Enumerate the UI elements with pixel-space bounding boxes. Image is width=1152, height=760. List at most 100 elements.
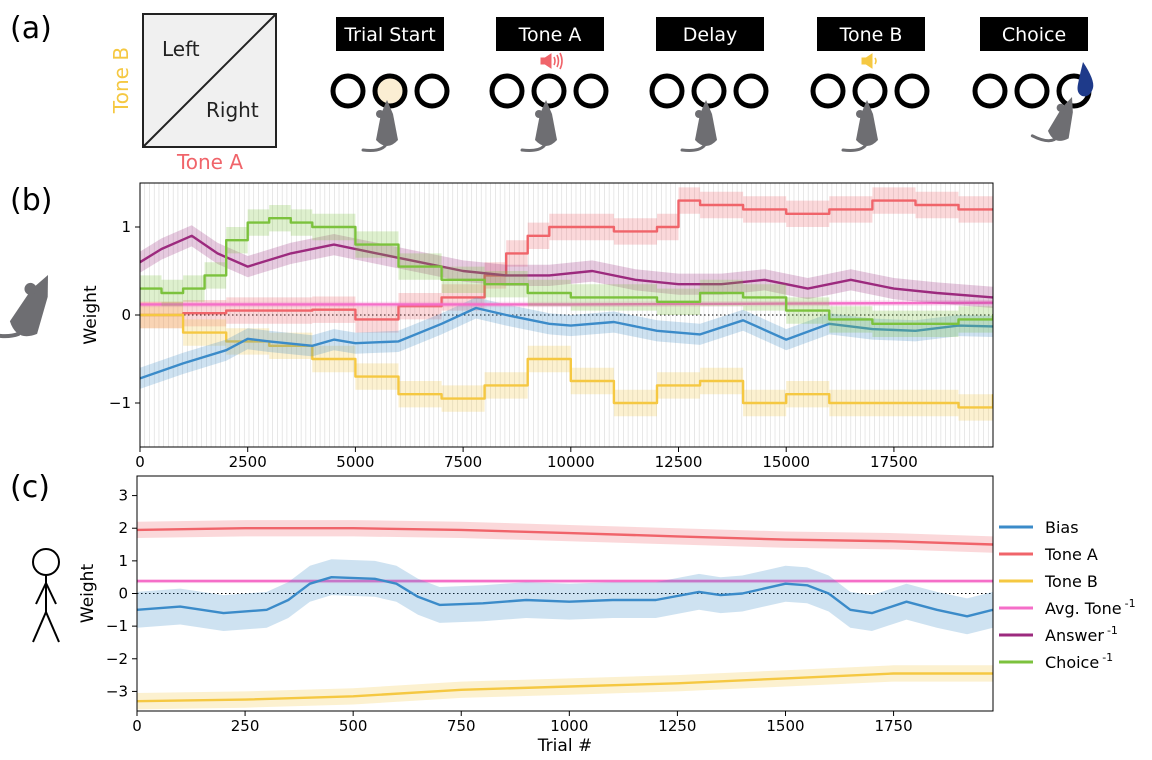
x-tick-label: 1750 [874, 717, 912, 735]
stage-tone-b: Tone B [810, 17, 930, 152]
quadrant-upper-label: Left [162, 37, 200, 61]
series-band-choice [140, 205, 993, 337]
series-band-bias [137, 559, 993, 635]
y-tick-label: 3 [118, 487, 128, 505]
x-tick-label: 5000 [336, 453, 374, 471]
port-left [330, 73, 366, 109]
series-band-answer [140, 225, 993, 308]
quadrant-x-axis-label: Tone A [176, 150, 243, 174]
y-axis-label: Weight [78, 564, 98, 624]
x-tick-label: 1500 [766, 717, 804, 735]
stage-delay: Delay [649, 17, 769, 152]
legend: Bias Tone A Tone B Avg. Tone -1 Answer -1 Choic… [999, 518, 1136, 672]
rat-icon [680, 100, 717, 152]
port-center [531, 73, 567, 109]
port-right [573, 73, 609, 109]
y-tick-label: 0 [118, 585, 128, 603]
series-band-bias [140, 297, 993, 389]
legend-label-superscript: -1 [1125, 597, 1136, 610]
stage-choice: Choice [972, 17, 1094, 143]
port-center-lit [372, 73, 408, 109]
legend-label-superscript: -1 [1107, 624, 1118, 637]
x-tick-label: 1250 [658, 717, 696, 735]
quadrant-y-axis-label: Tone B [109, 47, 133, 114]
panel-a-label: (a) [10, 11, 52, 46]
port-right [414, 73, 450, 109]
legend-item-tone_b: Tone B [999, 572, 1098, 591]
quadrant-diagonal [142, 13, 277, 148]
stage-label-box [817, 17, 925, 51]
x-tick-label: 10000 [547, 453, 595, 471]
water-drop-icon [1077, 62, 1094, 97]
y-tick-label: −2 [106, 650, 128, 668]
series-line-tone_b [137, 672, 993, 703]
stage-label-box [496, 17, 604, 51]
legend-item-bias: Bias [999, 518, 1079, 537]
series-band-tone_a [140, 187, 993, 333]
legend-label: Tone B [1044, 572, 1098, 591]
stage-label: Choice [1002, 24, 1066, 46]
series-line-answer [140, 234, 993, 299]
chart-rat-weights: 0 2500 5000 7500 10000 12500 15000 17500 −1 0 1 Wei… [81, 182, 994, 471]
stage-trial-start: Trial Start [330, 17, 450, 152]
x-tick-label: 500 [339, 717, 368, 735]
panel-b-label: (b) [10, 183, 52, 218]
port-right [894, 73, 930, 109]
legend-label: Choice -1 [1045, 651, 1113, 672]
speaker-loud-icon [540, 52, 563, 70]
rat-icon [1030, 97, 1073, 143]
stage-label-box [980, 17, 1088, 51]
legend-label: Tone A [1044, 545, 1098, 564]
series-band-tone_a [137, 520, 993, 553]
chart-human-weights: 0 250 500 750 1000 1250 1500 1750 −3 −2 −1 0 1 2 3 Weig… [78, 475, 994, 756]
x-tick-label: 1000 [550, 717, 588, 735]
series-line-choice [140, 216, 993, 325]
stage-label: Trial Start [343, 24, 435, 46]
speaker-soft-icon [861, 53, 877, 69]
port-center [691, 73, 727, 109]
legend-label-superscript: -1 [1102, 651, 1113, 664]
series-line-avg_tone [140, 301, 993, 306]
y-tick-label: 1 [121, 218, 131, 236]
legend-item-tone_a: Tone A [999, 545, 1098, 564]
x-tick-label: 250 [231, 717, 260, 735]
port-center [1014, 73, 1050, 109]
port-center [852, 73, 888, 109]
port-left [489, 73, 525, 109]
rat-subject-icon [0, 275, 48, 339]
port-left [972, 73, 1008, 109]
x-tick-label: 12500 [655, 453, 703, 471]
x-tick-label: 15000 [762, 453, 810, 471]
x-tick-label: 2500 [229, 453, 267, 471]
port-left [810, 73, 846, 109]
y-tick-label: 2 [118, 519, 128, 537]
human-subject-icon [32, 548, 60, 643]
stage-tone-a: Tone A [489, 17, 609, 152]
stage-label: Tone B [839, 24, 903, 46]
panel-a: (a) Left Right Tone A Tone B Trial Start [10, 11, 1094, 174]
series-line-tone_b [140, 313, 993, 409]
x-axis-label: Trial # [537, 736, 592, 756]
rat-icon [520, 100, 557, 152]
legend-label: Answer -1 [1045, 624, 1118, 645]
x-tick-label: 0 [132, 717, 142, 735]
stage-label: Delay [683, 24, 738, 46]
x-tick-label: 0 [135, 453, 145, 471]
quadrant-lower-label: Right [206, 98, 259, 122]
series-line-tone_a [137, 527, 993, 546]
rat-icon [361, 100, 398, 152]
legend-item-avg_tone: Avg. Tone -1 [999, 597, 1136, 618]
y-tick-label: −1 [106, 617, 128, 635]
plot-area [137, 520, 993, 710]
rat-icon [841, 100, 878, 152]
legend-label: Avg. Tone -1 [1045, 597, 1136, 618]
y-tick-label: 1 [118, 552, 128, 570]
y-tick-label: −1 [109, 394, 131, 412]
legend-item-choice: Choice -1 [999, 651, 1113, 672]
x-tick-label: 7500 [444, 453, 482, 471]
y-axis-label: Weight [81, 285, 101, 345]
series-band-tone_b [140, 301, 993, 421]
legend-item-answer: Answer -1 [999, 624, 1118, 645]
y-tick-label: −3 [106, 682, 128, 700]
plot-area [140, 183, 993, 447]
